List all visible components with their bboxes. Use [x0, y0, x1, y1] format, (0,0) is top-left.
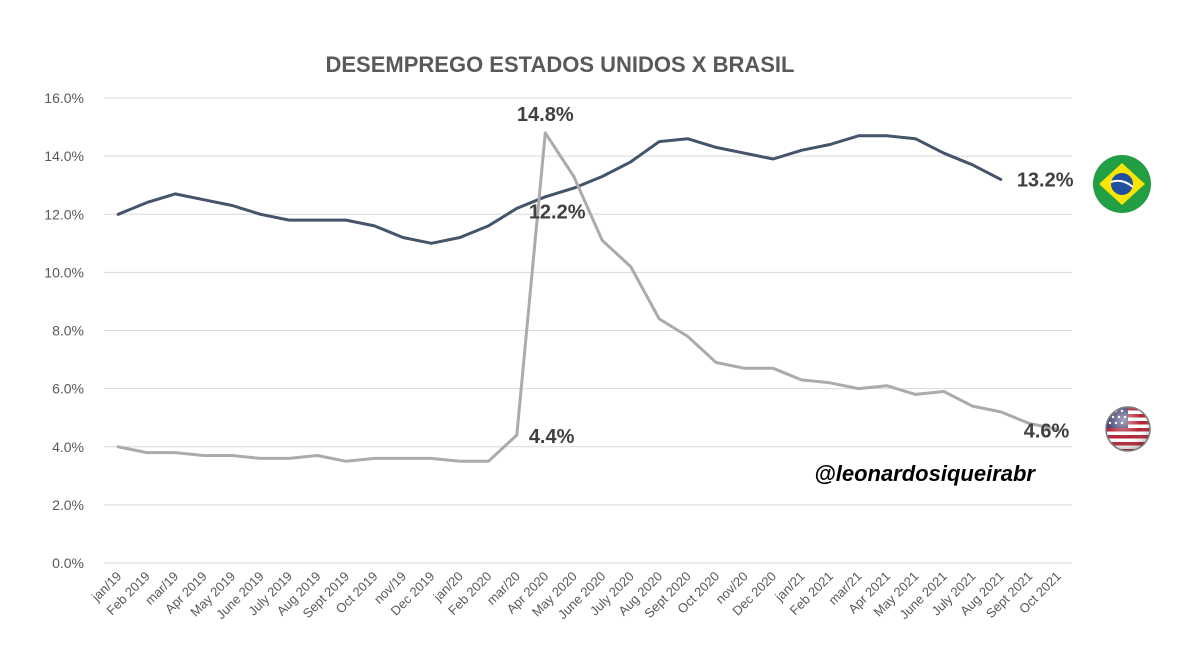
- y-tick-label: 16.0%: [44, 90, 84, 106]
- y-tick-label: 4.0%: [52, 439, 84, 455]
- y-tick-label: 10.0%: [44, 264, 84, 280]
- y-axis-ticks: 0.0% 2.0% 4.0% 6.0% 8.0% 10.0% 12.0% 14.0% 16.0%: [44, 90, 84, 571]
- y-tick-label: 6.0%: [52, 381, 84, 397]
- data-label: 14.8%: [517, 104, 574, 126]
- series-line-usa: [116, 131, 1060, 463]
- y-tick-label: 2.0%: [52, 497, 84, 513]
- data-label: 4.6%: [1024, 420, 1070, 442]
- y-tick-label: 0.0%: [52, 555, 84, 571]
- y-tick-label: 8.0%: [52, 323, 84, 339]
- brazil-flag-icon: [1093, 155, 1151, 213]
- data-label: 13.2%: [1017, 169, 1074, 191]
- series-line-brazil: [116, 134, 1003, 245]
- chart-title: DESEMPREGO ESTADOS UNIDOS X BRASIL: [326, 52, 795, 77]
- data-label: 4.4%: [529, 426, 575, 448]
- usa-flag-icon: [1105, 406, 1151, 452]
- gridlines: [104, 97, 1072, 564]
- data-labels: 14.8% 12.2% 4.4% 13.2% 4.6%: [517, 104, 1074, 448]
- data-label: 12.2%: [529, 201, 586, 223]
- y-tick-label: 12.0%: [44, 206, 84, 222]
- series-lines: [116, 131, 1060, 463]
- watermark-handle: @leonardosiqueirabr: [814, 461, 1036, 486]
- y-tick-label: 14.0%: [44, 148, 84, 164]
